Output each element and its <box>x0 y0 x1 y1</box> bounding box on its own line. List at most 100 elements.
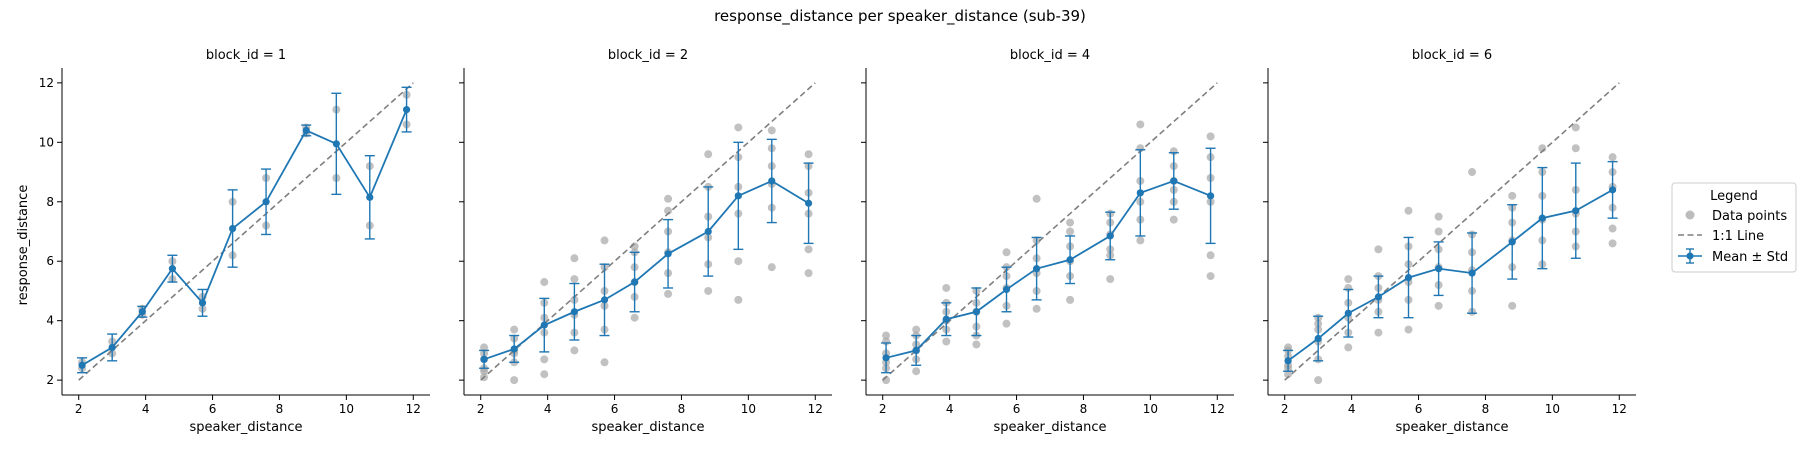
figure-title: response_distance per speaker_distance (… <box>714 7 1086 26</box>
data-point <box>1571 123 1580 132</box>
data-point <box>1404 325 1413 334</box>
y-tick-label: 10 <box>39 135 54 149</box>
mean-point <box>704 227 712 236</box>
panel-title: block_id = 4 <box>1010 48 1090 63</box>
mean-point <box>1468 269 1476 277</box>
data-point <box>1066 218 1075 227</box>
data-point <box>600 236 609 245</box>
facet-panel: block_id = 6 2 4 6 8 10 12 speaker_distance <box>1263 48 1636 435</box>
data-point <box>570 346 579 355</box>
data-point <box>510 376 519 385</box>
mean-point <box>912 346 920 355</box>
mean-point <box>540 321 548 329</box>
data-point <box>570 254 579 263</box>
data-point <box>630 313 639 322</box>
legend-label-mean-std: Mean ± Std <box>1712 250 1788 265</box>
data-point <box>704 286 713 295</box>
facet-panel: block_id = 2 2 4 6 8 10 12 speaker_distance <box>459 48 832 435</box>
mean-point <box>1404 273 1413 282</box>
legend-label-data-points: Data points <box>1712 209 1787 224</box>
y-tick-label: 12 <box>39 76 54 90</box>
data-point <box>1136 236 1145 245</box>
data-point <box>510 325 519 334</box>
mean-point <box>942 315 950 323</box>
data-point <box>1434 227 1443 236</box>
mean-point <box>302 126 310 135</box>
mean-point <box>882 354 890 362</box>
mean-point <box>631 278 639 286</box>
data-point <box>600 358 609 367</box>
data-point <box>1608 224 1617 233</box>
mean-point <box>664 250 672 258</box>
legend-frame <box>1671 182 1797 273</box>
data-point <box>1032 194 1041 203</box>
x-tick-label: 2 <box>879 402 887 416</box>
mean-point <box>1572 207 1580 215</box>
data-point <box>942 283 951 292</box>
data-point <box>1608 153 1617 162</box>
legend-title: Legend <box>1710 189 1758 204</box>
x-tick-label: 10 <box>339 402 354 416</box>
x-tick-label: 10 <box>1545 402 1560 416</box>
mean-point <box>1608 186 1617 194</box>
x-tick-label: 4 <box>544 402 552 416</box>
data-point <box>1508 191 1517 200</box>
mean-point <box>734 192 742 200</box>
panel-title: block_id = 6 <box>1412 48 1492 63</box>
mean-point <box>600 296 609 304</box>
x-tick-label: 8 <box>1080 402 1088 416</box>
mean-point <box>1170 177 1178 185</box>
data-point <box>664 194 673 203</box>
data-point <box>1206 272 1215 281</box>
identity-line <box>1284 82 1620 381</box>
panel-title: block_id = 2 <box>608 48 688 63</box>
mean-point <box>768 177 776 185</box>
data-point <box>1106 275 1115 284</box>
mean-point <box>1508 238 1516 246</box>
panel-title: block_id = 1 <box>206 48 286 63</box>
data-point <box>767 263 776 272</box>
mean-point <box>804 199 813 207</box>
x-axis-label: speaker_distance <box>190 420 303 435</box>
mean-point <box>1066 256 1074 264</box>
mean-point <box>332 140 340 148</box>
data-point <box>540 355 549 364</box>
mean-point <box>1314 334 1322 343</box>
data-point <box>804 150 813 159</box>
x-tick-label: 6 <box>1415 402 1423 416</box>
data-point <box>972 340 981 349</box>
data-point <box>734 123 743 132</box>
legend-label-identity-line: 1:1 Line <box>1712 229 1764 244</box>
data-point <box>1032 304 1041 313</box>
x-tick-label: 2 <box>477 402 485 416</box>
legend: Legend Data points 1:1 Line Mean ± Std <box>1671 182 1797 273</box>
data-point <box>734 257 743 266</box>
x-tick-label: 8 <box>1482 402 1490 416</box>
data-point <box>1571 144 1580 153</box>
identity-line <box>480 82 816 381</box>
data-point <box>734 295 743 304</box>
mean-point <box>1002 285 1011 294</box>
data-point <box>1344 275 1353 284</box>
x-tick-label: 4 <box>946 402 954 416</box>
x-tick-label: 12 <box>808 402 823 416</box>
data-point <box>1344 343 1353 352</box>
mean-point <box>262 198 270 206</box>
mean-point <box>1284 357 1292 365</box>
x-tick-label: 6 <box>209 402 217 416</box>
data-point <box>664 289 673 298</box>
data-point <box>942 337 951 346</box>
data-point <box>1002 319 1011 328</box>
x-tick-label: 8 <box>276 402 284 416</box>
data-point <box>1002 248 1011 257</box>
mean-point <box>229 224 237 233</box>
x-tick-label: 2 <box>1281 402 1289 416</box>
data-point <box>1284 370 1293 379</box>
mean-point <box>480 355 488 363</box>
y-tick-label: 4 <box>46 314 54 328</box>
x-tick-label: 10 <box>1143 402 1158 416</box>
mean-line <box>1287 189 1614 362</box>
mean-point <box>1106 232 1114 240</box>
data-point <box>1468 168 1477 177</box>
mean-point <box>198 299 207 307</box>
